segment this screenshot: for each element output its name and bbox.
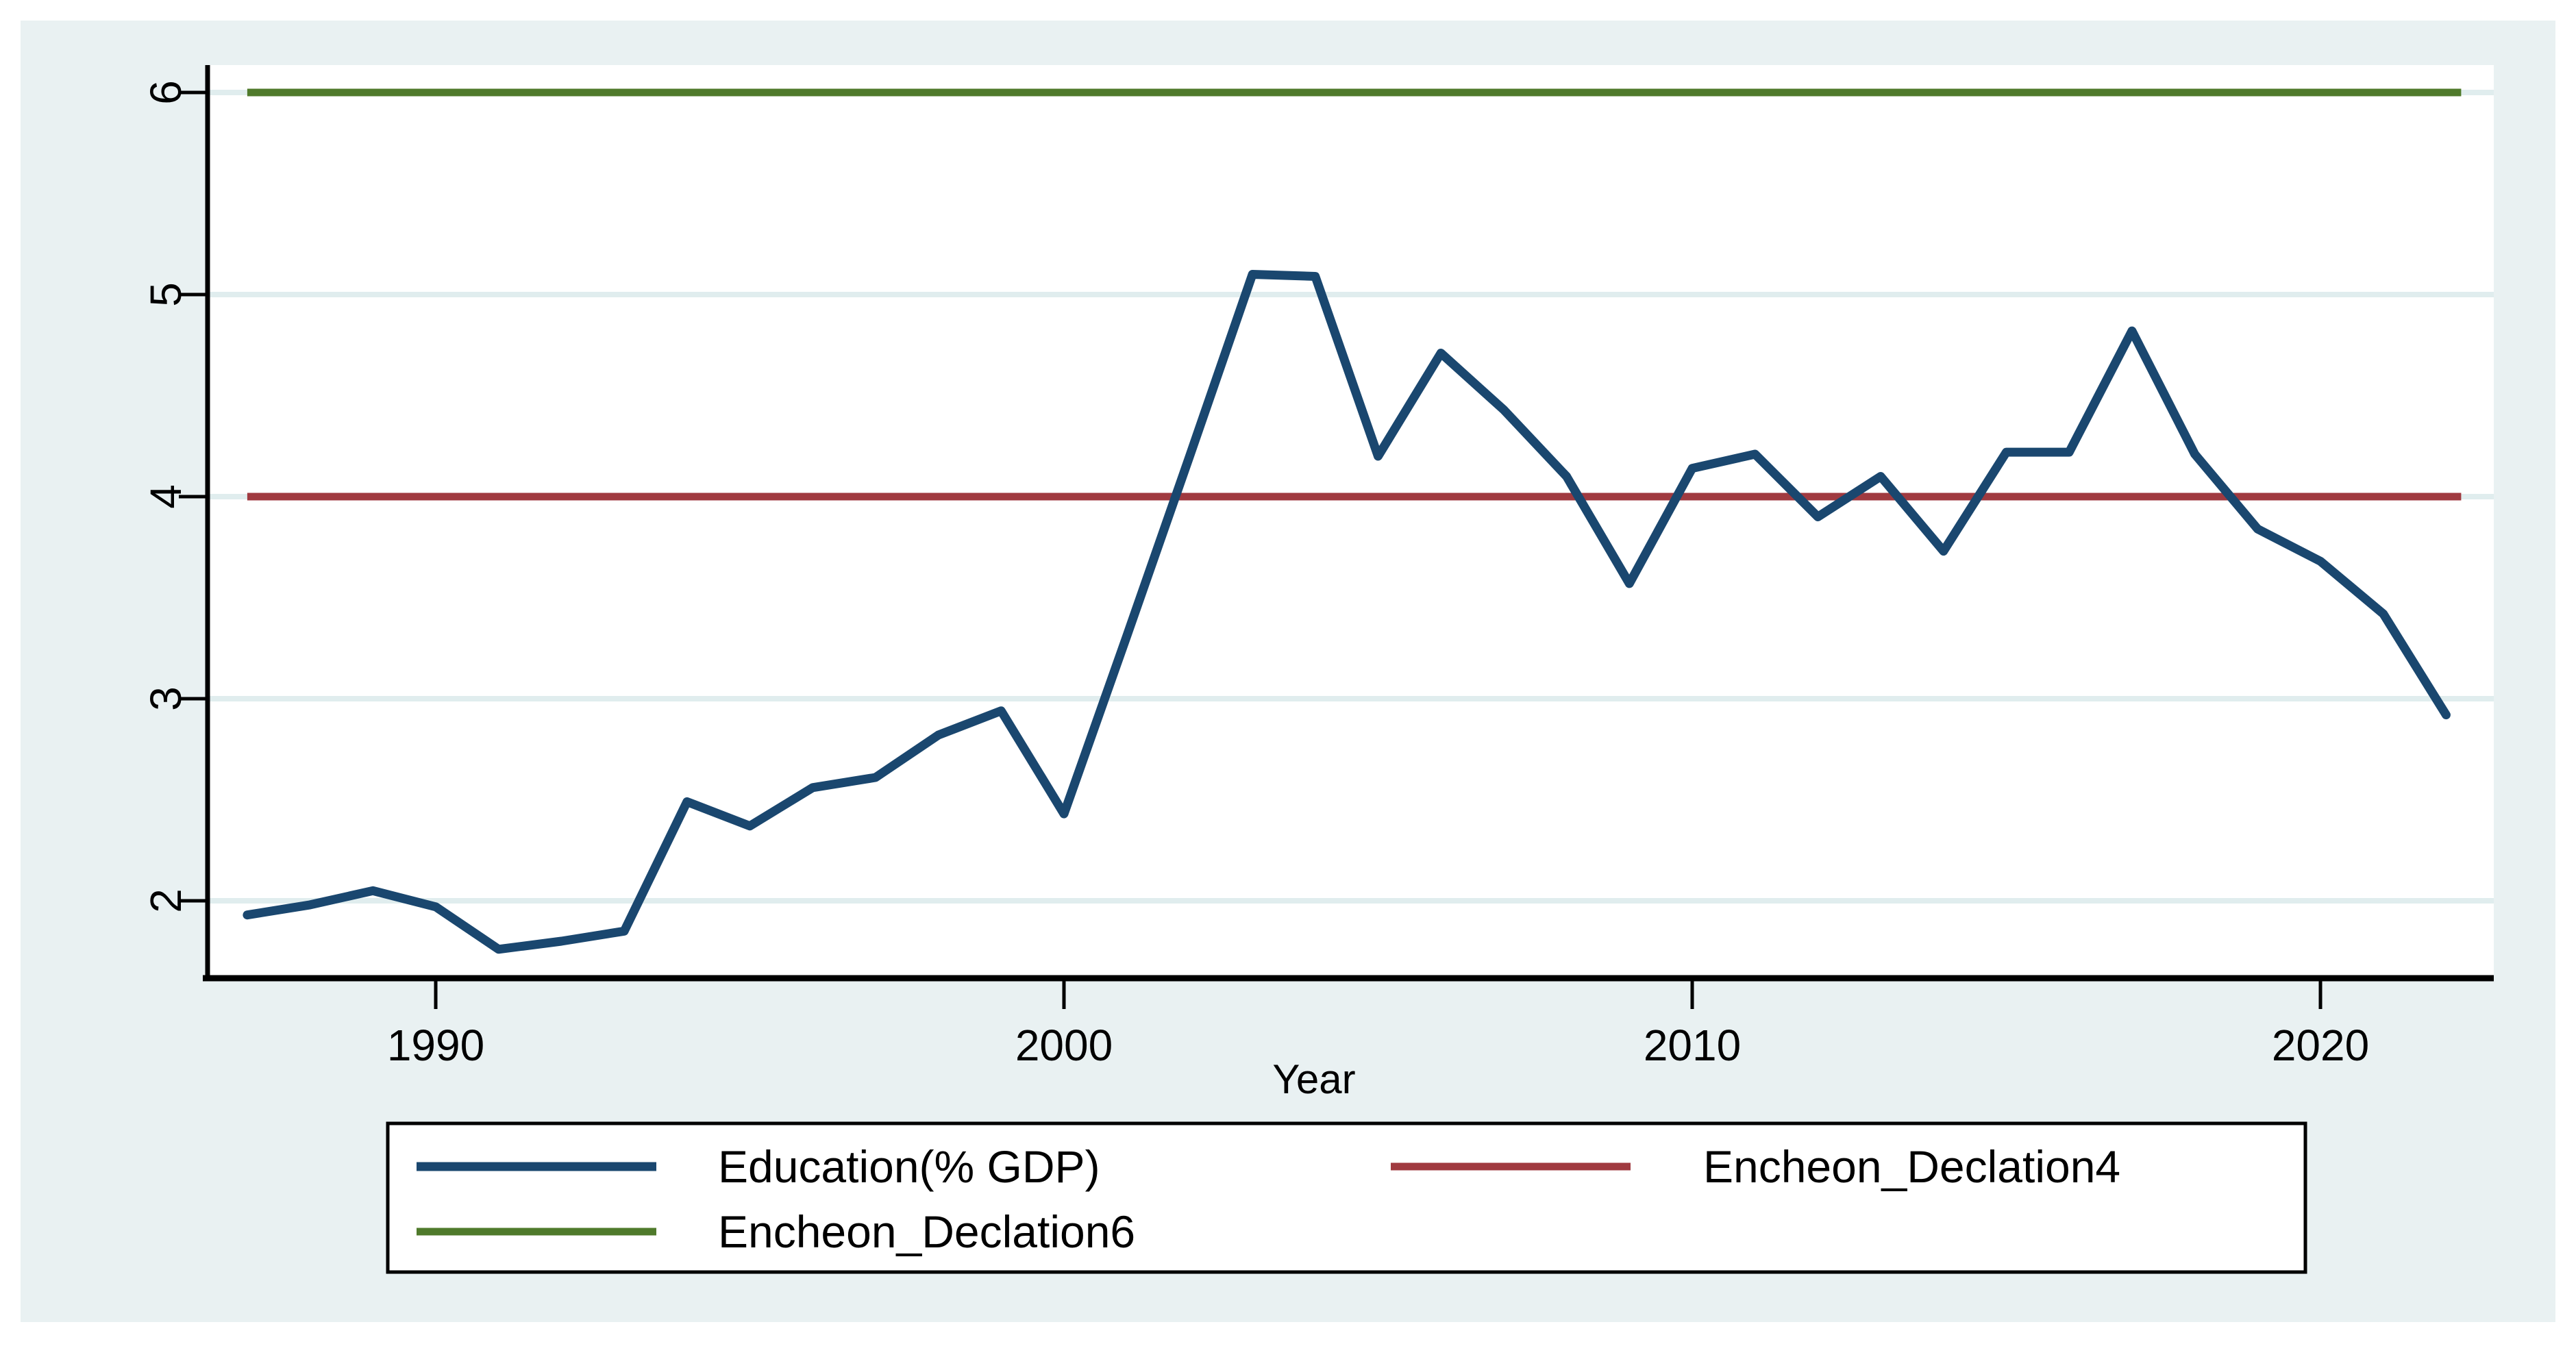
x-tick-label-1990: 1990 bbox=[387, 1021, 484, 1070]
y-tick-label-6: 6 bbox=[141, 80, 190, 105]
y-tick-label-4: 4 bbox=[141, 484, 190, 509]
x-axis-title: Year bbox=[1272, 1056, 1355, 1102]
education-data-line bbox=[243, 270, 2451, 954]
axes: 2 3 4 5 6 1990 2000 2010 2020 Year bbox=[141, 65, 2494, 1102]
x-tick-label-2000: 2000 bbox=[1015, 1021, 1113, 1070]
legend-label-encheon_declation6: Encheon_Declation6 bbox=[718, 1206, 1135, 1257]
x-tick-label-2020: 2020 bbox=[2272, 1021, 2369, 1070]
series-lines bbox=[243, 88, 2462, 954]
legend-label-encheon_declation4: Encheon_Declation4 bbox=[1703, 1141, 2120, 1192]
legend-box bbox=[386, 1121, 2307, 1274]
x-tick-label-2010: 2010 bbox=[1644, 1021, 1741, 1070]
legend: Education(% GDP) Encheon_Declation4 Encheo… bbox=[386, 1121, 2307, 1274]
y-tick-label-2: 2 bbox=[141, 888, 190, 913]
y-tick-label-3: 3 bbox=[141, 686, 190, 711]
plot-region bbox=[208, 65, 2494, 978]
legend-label-education(% gdp): Education(% GDP) bbox=[718, 1141, 1100, 1192]
y-tick-label-5: 5 bbox=[141, 282, 190, 307]
